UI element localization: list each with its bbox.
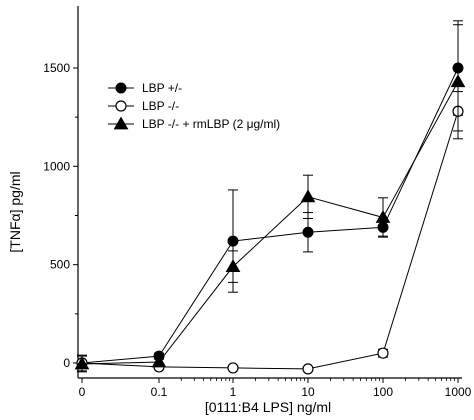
y-tick-label: 1000 <box>43 159 70 173</box>
x-tick-label: 0 <box>79 385 86 399</box>
series-1 <box>76 20 464 369</box>
y-tick-label: 500 <box>50 258 70 272</box>
y-tick-label: 0 <box>63 356 70 370</box>
legend-entry-3: LBP -/- + rmLBP (2 μg/ml) <box>108 116 280 131</box>
data-point <box>227 362 239 374</box>
data-point <box>302 363 314 375</box>
data-point <box>302 226 314 238</box>
y-axis-title: [TNFα] pg/ml <box>7 171 23 252</box>
legend-marker <box>113 116 129 130</box>
series-line <box>81 111 459 370</box>
data-point <box>377 347 389 359</box>
x-axis-title: [0111:B4 LPS] ng/ml <box>205 399 331 415</box>
legend-label: LBP -/- <box>142 99 179 113</box>
legend-marker <box>115 100 127 112</box>
x-tick-label: 10 <box>301 385 315 399</box>
legend: LBP +/- LBP -/- LBP -/- + rmLBP (2 μg/ml) <box>108 81 280 131</box>
legend-entry-1: LBP +/- <box>108 81 182 95</box>
data-point <box>74 356 90 370</box>
legend-label: LBP +/- <box>142 81 182 95</box>
x-tick-label: 1000 <box>445 385 472 399</box>
legend-label: LBP -/- + rmLBP (2 μg/ml) <box>142 117 280 131</box>
ticks: 0 500 1000 1500 0 0.1 1 10 100 1000 <box>43 61 471 399</box>
x-tick-label: 0.1 <box>151 385 168 399</box>
series-layer <box>74 20 466 375</box>
series-line <box>81 81 459 365</box>
data-point <box>300 189 316 203</box>
x-tick-label: 1 <box>230 385 237 399</box>
axes <box>77 6 462 379</box>
series-3 <box>74 24 466 373</box>
data-point <box>375 209 391 223</box>
legend-entry-2: LBP -/- <box>108 99 179 113</box>
legend-marker <box>115 82 127 94</box>
series-2 <box>76 91 464 375</box>
data-point <box>227 235 239 247</box>
data-point <box>450 74 466 88</box>
data-point <box>151 354 167 368</box>
data-point <box>225 259 241 273</box>
x-tick-label: 100 <box>373 385 393 399</box>
y-tick-label: 1500 <box>43 61 70 75</box>
series-line <box>81 67 459 364</box>
